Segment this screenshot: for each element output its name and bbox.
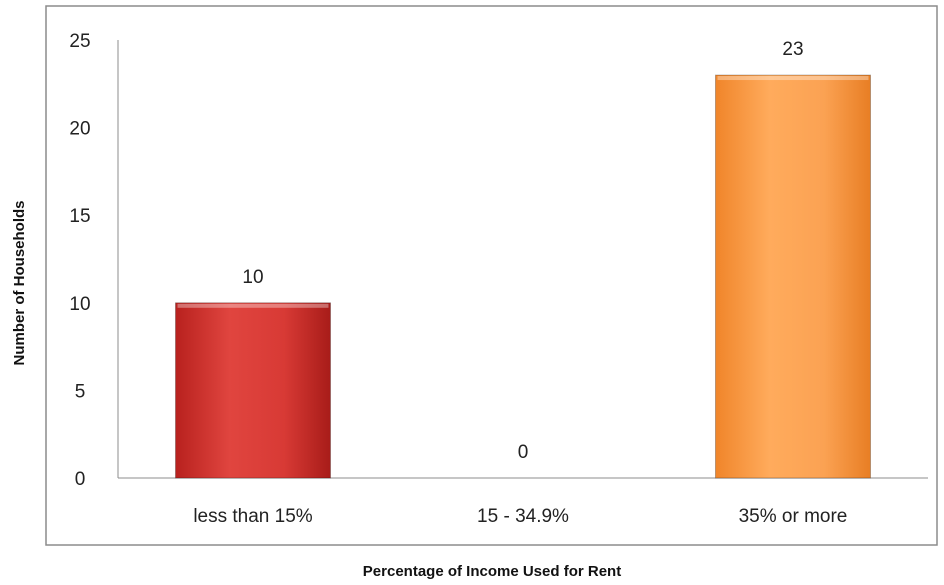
y-tick-label: 15: [69, 206, 90, 227]
bar: [175, 302, 331, 479]
x-axis-title: Percentage of Income Used for Rent: [363, 563, 621, 580]
y-tick-label: 25: [69, 31, 90, 52]
y-tick-label: 5: [75, 381, 86, 402]
category-label: 15 - 34.9%: [477, 506, 569, 527]
data-label: 10: [242, 267, 263, 288]
category-labels: less than 15% 15 - 34.9% 35% or more: [193, 506, 847, 527]
category-label: less than 15%: [193, 506, 312, 527]
data-labels: 10 0 23: [242, 39, 803, 463]
data-label: 0: [518, 442, 529, 463]
y-tick-labels: 0 5 10 15 20 25: [69, 31, 90, 490]
bars: [175, 74, 871, 479]
bar: [715, 74, 871, 479]
y-tick-label: 20: [69, 119, 90, 140]
y-axis-title: Number of Households: [11, 200, 28, 365]
data-label: 23: [782, 39, 803, 60]
y-tick-label: 10: [69, 294, 90, 315]
category-label: 35% or more: [739, 506, 848, 527]
y-tick-label: 0: [75, 469, 86, 490]
